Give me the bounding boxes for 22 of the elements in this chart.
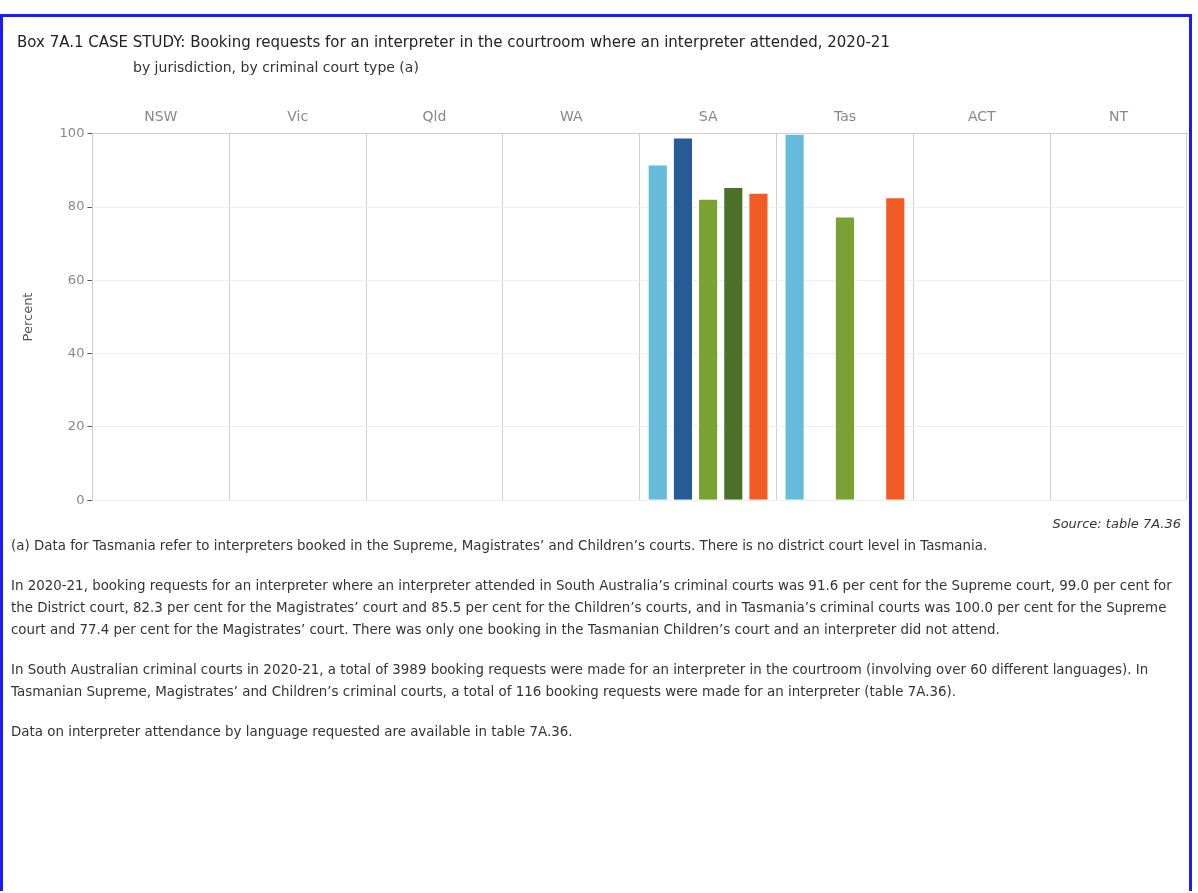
text: In 2020-21, booking requests for an interpreter where an interpreter attended in South Australia’s criminal courts was 91.6 per cent for the Supreme court, 99.0 per cent for the District court, 82.3 per cent for the Magistrates’ court and 85.5 per cent for the Children’s courts, and in Tasmania’s criminal courts was 100.0 per cent for the Supreme court and 77.4 per cent for the Magistrates’ court. There was only one booking in the Tasmanian Children’s court and an interpreter did not attend. [11,577,1173,639]
chart-subtitle: by jurisdiction, by criminal court type (a) [133,59,419,75]
y-tick-label: 0 [76,491,85,507]
text: (a) Data for Tasmania refer to interpreters booked in the Supreme, Magistrates’ and Children’s courts. There is no district court level in Tasmania. [11,537,989,555]
x-tick-label: Tas [832,108,856,125]
text: Data on interpreter attendance by language requested are available in table 7A.36. [11,723,574,741]
x-tick-label: Qld [422,108,447,125]
chart-title: Box 7A.1 CASE STUDY: Booking requests for an interpreter in the courtroom where an interpreter attended, 2020-21 [17,33,890,51]
y-tick-label: 40 [67,345,85,361]
y-axis-title: Percent [20,292,36,342]
x-tick-label: SA [698,108,718,125]
y-tick-label: 80 [67,198,85,214]
y-tick-label: 20 [67,418,85,434]
y-tick-label: 100 [59,125,85,141]
x-tick-label: Vic [287,108,309,125]
x-tick-label: NSW [144,108,178,125]
x-tick-label: NT [1109,108,1129,125]
x-tick-label: ACT [967,108,997,125]
source-note: Source: table 7A.36 [1051,515,1181,533]
x-tick-label: WA [559,108,584,125]
text: In South Australian criminal courts in 2020-21, a total of 3989 booking requests were made for an interpreter in the courtroom (involving over 60 different languages). In Tasmanian Supreme, Magistrates’ and Children’s criminal courts, a total of 116 booking requests were made for an interpreter (table 7A.36). [11,661,1150,701]
y-tick-label: 60 [67,271,85,287]
